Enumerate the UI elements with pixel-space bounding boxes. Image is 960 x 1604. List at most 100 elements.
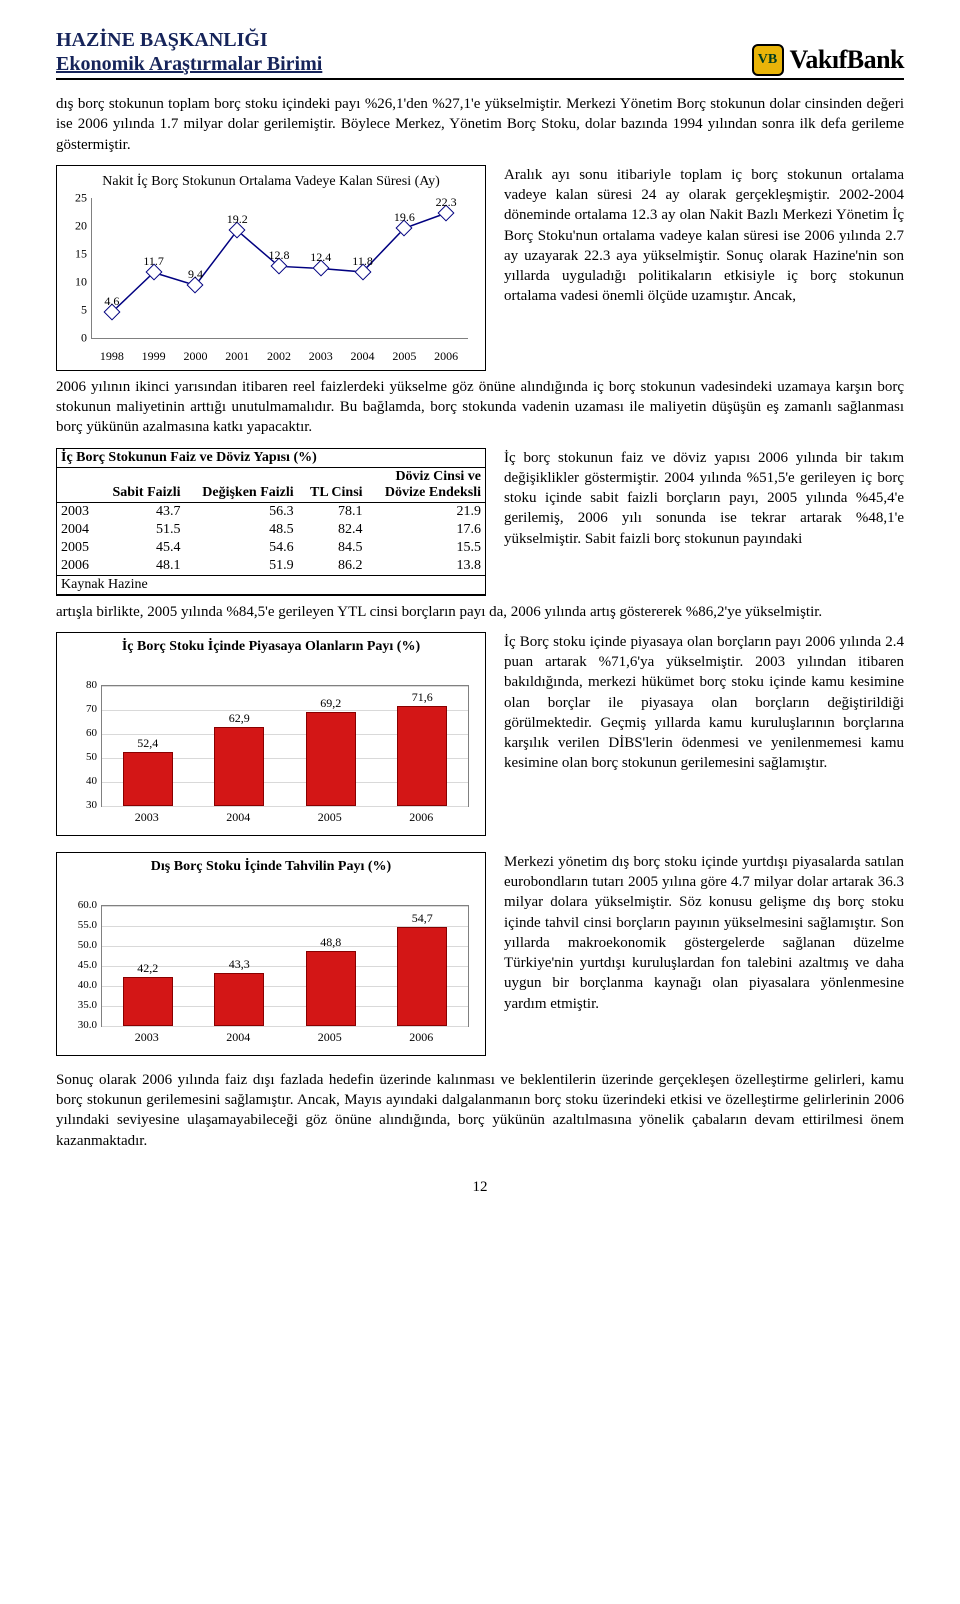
bar-chart-ytick: 30 [65,799,97,811]
bar-chart-xlabel: 2003 [135,810,159,825]
paragraph-4: Sonuç olarak 2006 yılında faiz dışı fazl… [56,1070,904,1151]
vakifbank-logo-icon: VB [752,44,784,76]
line-chart-value-label: 11.7 [143,254,164,269]
bar-chart-2-box: Dış Borç Stoku İçinde Tahvilin Payı (%) … [56,852,486,1056]
table-cell: 56.3 [185,502,298,521]
line-chart-xlabel: 1999 [142,349,166,364]
table-cell: 17.6 [367,521,485,539]
table-cell: 54.6 [185,539,298,557]
line-chart-xlabel: 2006 [434,349,458,364]
line-chart-value-label: 19.6 [394,210,415,225]
bar-chart-1: 52,462,969,271,6304050607080200320042005… [65,659,475,829]
bar-chart-value-label: 43,3 [229,957,250,972]
line-chart-value-label: 12.8 [269,248,290,263]
table-col-header: Döviz Cinsi veDövize Endeksli [367,467,485,502]
header-line1: HAZİNE BAŞKANLIĞI [56,28,322,52]
bar-chart-bar [397,706,447,806]
bar-chart-ytick: 55.0 [65,919,97,931]
bar-chart-value-label: 42,2 [137,961,158,976]
right-text-2: İç borç stokunun faiz ve döviz yapısı 20… [504,448,904,596]
bar-chart-ytick: 30.0 [65,1019,97,1031]
bar-chart-bar [123,977,173,1026]
header-line2: Ekonomik Araştırmalar Birimi [56,52,322,76]
bar-chart-bar [397,927,447,1026]
bar-chart-xlabel: 2004 [226,810,250,825]
line-chart: 05101520254.6199811.719999.4200019.22001… [65,194,475,364]
table-row: 200343.756.378.121.9 [57,502,485,521]
table-col-header: Sabit Faizli [98,467,185,502]
line-chart-box: Nakit İç Borç Stokunun Ortalama Vadeye K… [56,165,486,371]
bar-chart-ytick: 70 [65,703,97,715]
bar-chart-xlabel: 2005 [318,1030,342,1045]
bank-name: VakıfBank [790,45,905,75]
table-cell: 48.1 [98,557,185,576]
bar-chart-gridline [102,686,468,687]
table-cell: 45.4 [98,539,185,557]
bar-chart-ytick: 50.0 [65,939,97,951]
bar-chart-gridline [102,806,468,807]
table-col-header: Değişken Faizli [185,467,298,502]
bar-chart-2: 42,243,348,854,730.035.040.045.050.055.0… [65,879,475,1049]
bar-chart-value-label: 62,9 [229,711,250,726]
bar-chart-ytick: 40.0 [65,979,97,991]
bar-chart-value-label: 52,4 [137,736,158,751]
table-cell: 2004 [57,521,98,539]
table-col-header: TL Cinsi [298,467,367,502]
bar-chart-value-label: 48,8 [320,935,341,950]
bar-chart-plot: 42,243,348,854,7 [101,905,469,1027]
right-text-1: Aralık ayı sonu itibariyle toplam iç bor… [504,165,904,371]
table-cell: 2006 [57,557,98,576]
line-chart-value-label: 11.8 [352,254,373,269]
table-cell: 78.1 [298,502,367,521]
page-number: 12 [56,1179,904,1196]
right-text-4: Merkezi yönetim dış borç stoku içinde yu… [504,852,904,1056]
table-cell: 48.5 [185,521,298,539]
line-chart-xlabel: 2002 [267,349,291,364]
bar-chart-ytick: 35.0 [65,999,97,1011]
bar-chart-xlabel: 2005 [318,810,342,825]
page-header: HAZİNE BAŞKANLIĞI Ekonomik Araştırmalar … [56,28,904,80]
line-chart-value-label: 9.4 [188,267,203,282]
line-chart-xlabel: 2005 [392,349,416,364]
table-cell: 2005 [57,539,98,557]
bar-chart-bar [306,951,356,1026]
line-chart-xlabel: 2000 [183,349,207,364]
table-cell: 15.5 [367,539,485,557]
table-col-header [57,467,98,502]
table-row: 200451.548.582.417.6 [57,521,485,539]
line-chart-xlabel: 2004 [351,349,375,364]
bar-chart-ytick: 50 [65,751,97,763]
line-chart-xlabel: 2003 [309,349,333,364]
bar-chart-value-label: 71,6 [412,690,433,705]
table-cell: 82.4 [298,521,367,539]
bar-chart-bar [214,973,264,1026]
table-row: 200648.151.986.213.8 [57,557,485,576]
right-text-3: İç Borç stoku içinde piyasaya olan borçl… [504,632,904,836]
table-title: İç Borç Stokunun Faiz ve Döviz Yapısı (%… [57,449,485,468]
bar-chart-plot: 52,4 62,9 69,2 71,6 [101,685,469,807]
bar-chart-xlabel: 2003 [135,1030,159,1045]
bar-chart-2-title: Dış Borç Stoku İçinde Tahvilin Payı (%) [65,859,477,875]
bar-chart-xlabel: 2006 [409,810,433,825]
bar-chart-ytick: 60.0 [65,899,97,911]
bar-chart-gridline [102,906,468,907]
bar-chart-bar [123,752,173,806]
bar-chart-bar [306,712,356,806]
data-table: İç Borç Stokunun Faiz ve Döviz Yapısı (%… [57,449,485,595]
table-source: Kaynak Hazine [57,575,485,594]
table-cell: 84.5 [298,539,367,557]
line-chart-value-label: 19.2 [227,212,248,227]
bar-chart-1-title: İç Borç Stoku İçinde Piyasaya Olanların … [65,639,477,655]
header-left: HAZİNE BAŞKANLIĞI Ekonomik Araştırmalar … [56,28,322,76]
paragraph-1: dış borç stokunun toplam borç stoku için… [56,94,904,155]
table-cell: 2003 [57,502,98,521]
line-chart-value-label: 12.4 [310,250,331,265]
paragraph-3: artışla birlikte, 2005 yılında %84,5'e g… [56,602,904,622]
bar-chart-gridline [102,1026,468,1027]
bar-chart-bar [214,727,264,806]
bar-chart-value-label: 69,2 [320,696,341,711]
table-cell: 43.7 [98,502,185,521]
table-cell: 13.8 [367,557,485,576]
table-cell: 51.9 [185,557,298,576]
bar-chart-ytick: 60 [65,727,97,739]
